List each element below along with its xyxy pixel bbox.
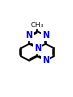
Text: N: N [42,31,49,40]
Text: N: N [42,56,49,65]
Text: N: N [26,31,33,40]
Text: N: N [34,44,41,53]
Text: CH₃: CH₃ [31,22,44,28]
